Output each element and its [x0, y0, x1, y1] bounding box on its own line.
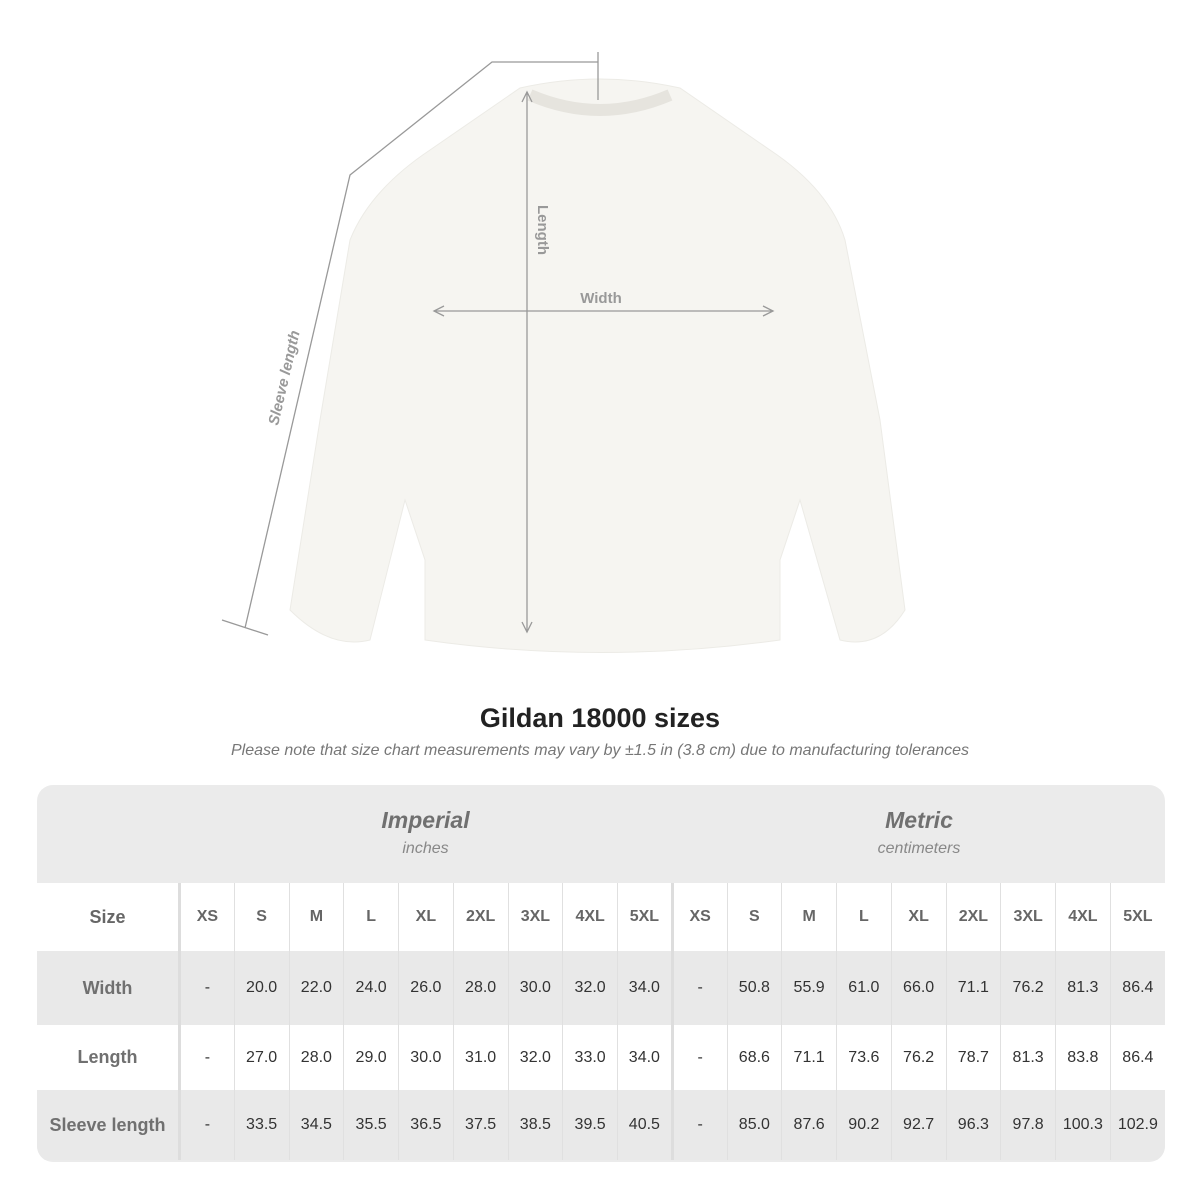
imperial-value: 30.0 [398, 1025, 454, 1090]
imperial-size-5xl: 5XL [617, 883, 673, 951]
metric-unit: centimeters [877, 840, 961, 857]
metric-value: 81.3 [1000, 1025, 1056, 1090]
imperial-value: 30.0 [507, 951, 563, 1025]
imperial-value: 24.0 [343, 951, 399, 1025]
size-header: Size [37, 883, 181, 951]
row-label: Sleeve length [37, 1090, 181, 1160]
metric-value: 83.8 [1055, 1025, 1111, 1090]
sweatshirt-shape [289, 78, 906, 653]
metric-value: - [670, 1090, 727, 1160]
metric-value: 71.1 [945, 951, 1001, 1025]
metric-size-2xl: 2XL [945, 883, 1001, 951]
metric-value: 86.4 [1109, 1025, 1165, 1090]
metric-size-m: M [781, 883, 837, 951]
size-table: Size XS S M L XL 2XL 3XL 4XL 5XL XS S M L XL 2XL 3XL 4XL 5… [37, 883, 1165, 1160]
table-row: Sleeve length -33.5 34.5 35.5 36.5 37.5 38.5 39… [37, 1090, 1165, 1160]
imperial-value: 36.5 [398, 1090, 454, 1160]
imperial-unit: inches [402, 840, 449, 857]
metric-size-3xl: 3XL [1000, 883, 1056, 951]
page-title: Gildan 18000 sizes [479, 703, 721, 733]
metric-value: 76.2 [1000, 951, 1056, 1025]
imperial-value: 32.0 [562, 951, 618, 1025]
sleeve-length-label: Sleeve length [265, 329, 303, 427]
imperial-value: 29.0 [343, 1025, 399, 1090]
metric-value: 90.2 [836, 1090, 892, 1160]
imperial-value: 28.0 [288, 1025, 344, 1090]
imperial-value: 31.0 [452, 1025, 508, 1090]
sweatshirt-illustration: Length Width Sleeve length [221, 52, 906, 653]
size-chart: Imperial inches Metric centimeters Size X… [37, 785, 1165, 1162]
imperial-value: - [179, 951, 235, 1025]
metric-value: 87.6 [781, 1090, 837, 1160]
imperial-size-m: M [288, 883, 344, 951]
metric-value: 78.7 [945, 1025, 1001, 1090]
metric-title: Metric [885, 807, 953, 833]
metric-size-l: L [836, 883, 892, 951]
width-label: Width [580, 290, 622, 307]
metric-value: 85.0 [726, 1090, 782, 1160]
metric-size-4xl: 4XL [1055, 883, 1111, 951]
imperial-value: 27.0 [233, 1025, 289, 1090]
metric-value: 71.1 [781, 1025, 837, 1090]
metric-value: 92.7 [890, 1090, 946, 1160]
imperial-header: Imperial inches [178, 785, 673, 883]
metric-value: 66.0 [890, 951, 946, 1025]
length-label: Length [534, 205, 551, 255]
metric-value: - [670, 1025, 727, 1090]
row-label: Length [37, 1025, 181, 1090]
imperial-value: 26.0 [398, 951, 454, 1025]
table-header-row: Size XS S M L XL 2XL 3XL 4XL 5XL XS S M L XL 2XL 3XL 4XL 5… [37, 883, 1165, 951]
metric-value: 102.9 [1109, 1090, 1165, 1160]
tolerance-note: Please note that size chart measurements… [230, 742, 970, 759]
imperial-size-4xl: 4XL [562, 883, 618, 951]
metric-value: 55.9 [781, 951, 837, 1025]
row-label: Width [37, 951, 181, 1025]
table-row: Width -20.0 22.0 24.0 26.0 28.0 30.0 32.0 34.0-5… [37, 951, 1165, 1025]
imperial-size-3xl: 3XL [507, 883, 563, 951]
metric-value: 61.0 [836, 951, 892, 1025]
imperial-value: 34.0 [617, 1025, 673, 1090]
metric-value: 97.8 [1000, 1090, 1056, 1160]
imperial-value: 34.5 [288, 1090, 344, 1160]
imperial-value: 33.5 [233, 1090, 289, 1160]
imperial-value: - [179, 1025, 235, 1090]
imperial-value: 35.5 [343, 1090, 399, 1160]
imperial-size-l: L [343, 883, 399, 951]
imperial-size-xs: XS [179, 883, 235, 951]
imperial-value: 37.5 [452, 1090, 508, 1160]
imperial-value: 33.0 [562, 1025, 618, 1090]
imperial-value: 40.5 [617, 1090, 673, 1160]
metric-value: 68.6 [726, 1025, 782, 1090]
metric-value: 81.3 [1055, 951, 1111, 1025]
metric-value: 50.8 [726, 951, 782, 1025]
metric-value: - [670, 951, 727, 1025]
imperial-value: 20.0 [233, 951, 289, 1025]
imperial-size-s: S [233, 883, 289, 951]
imperial-title: Imperial [381, 807, 470, 833]
imperial-value: 39.5 [562, 1090, 618, 1160]
imperial-size-2xl: 2XL [452, 883, 508, 951]
metric-size-xs: XS [670, 883, 727, 951]
metric-value: 76.2 [890, 1025, 946, 1090]
metric-size-s: S [726, 883, 782, 951]
imperial-value: - [179, 1090, 235, 1160]
imperial-value: 22.0 [288, 951, 344, 1025]
imperial-size-xl: XL [398, 883, 454, 951]
imperial-value: 32.0 [507, 1025, 563, 1090]
metric-value: 100.3 [1055, 1090, 1111, 1160]
metric-value: 96.3 [945, 1090, 1001, 1160]
metric-value: 86.4 [1109, 951, 1165, 1025]
table-row: Length -27.0 28.0 29.0 30.0 31.0 32.0 33.0 34.0-… [37, 1025, 1165, 1090]
metric-size-xl: XL [890, 883, 946, 951]
imperial-value: 38.5 [507, 1090, 563, 1160]
metric-header: Metric centimeters [673, 785, 1165, 883]
imperial-value: 28.0 [452, 951, 508, 1025]
metric-size-5xl: 5XL [1109, 883, 1165, 951]
imperial-value: 34.0 [617, 951, 673, 1025]
metric-value: 73.6 [836, 1025, 892, 1090]
